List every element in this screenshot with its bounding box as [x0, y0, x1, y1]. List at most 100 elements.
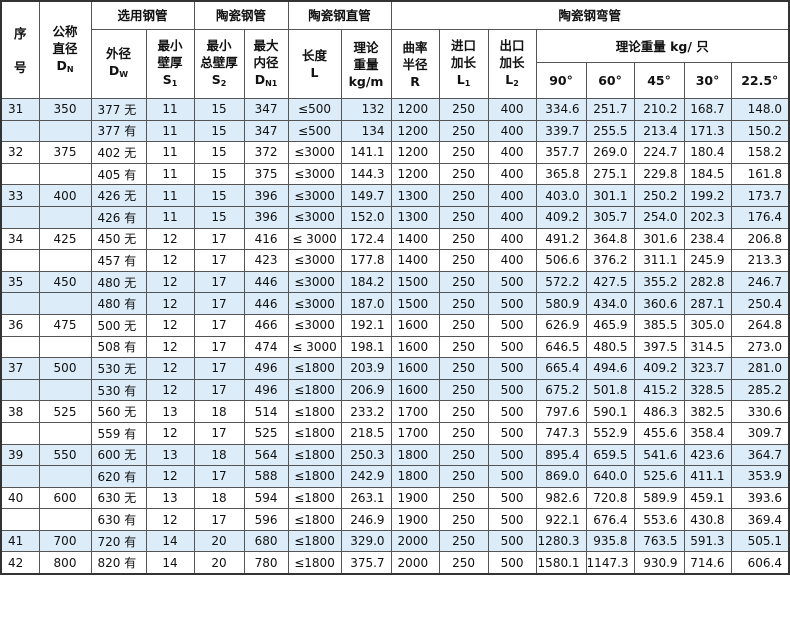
- cell-length: ≤3000: [287, 141, 342, 164]
- table-row: 620 有 12 17 588 ≤1800 242.9 1800 250 500 869.0 640…: [0, 465, 790, 488]
- cell-inlet-extension: 250: [438, 270, 489, 294]
- cell-weight-22-5: 309.7: [730, 421, 790, 445]
- cell-seq: [0, 508, 40, 531]
- cell-weight-per-m: 263.1: [340, 486, 392, 510]
- cell-outer-diameter: 559 有: [90, 421, 147, 445]
- cell-weight-30: 245.9: [683, 249, 732, 272]
- cell-radius: 1600: [390, 313, 440, 337]
- table-row: 377 有 11 15 347 ≤500 134 1200 250 400 339.7 255.5 2…: [0, 119, 790, 143]
- cell-min-total-wall: 17: [193, 227, 245, 251]
- cell-inlet-extension: 250: [438, 98, 489, 121]
- cell-min-wall: 12: [145, 249, 195, 272]
- header-angle-45: 45°: [633, 62, 685, 99]
- cell-weight-30: 430.8: [683, 508, 732, 531]
- cell-outer-diameter: 405 有: [90, 162, 147, 186]
- cell-nominal-diameter: 500: [38, 357, 92, 380]
- cell-outlet-extension: 500: [487, 292, 537, 315]
- cell-min-wall: 12: [145, 421, 195, 445]
- cell-nominal-diameter: [38, 249, 92, 272]
- cell-weight-22-5: 505.1: [730, 529, 790, 553]
- cell-weight-30: 199.2: [683, 184, 732, 207]
- cell-nominal-diameter: 450: [38, 270, 92, 294]
- cell-radius: 1200: [390, 141, 440, 164]
- cell-outer-diameter: 377 有: [90, 119, 147, 143]
- cell-seq: [0, 162, 40, 186]
- cell-inlet-extension: 250: [438, 313, 489, 337]
- cell-min-total-wall: 15: [193, 141, 245, 164]
- cell-weight-30: 171.3: [683, 119, 732, 143]
- cell-inlet-extension: 250: [438, 184, 489, 207]
- cell-inlet-extension: 250: [438, 400, 489, 423]
- cell-nominal-diameter: 350: [38, 98, 92, 121]
- cell-outlet-extension: 400: [487, 205, 537, 229]
- cell-length: ≤3000: [287, 292, 342, 315]
- cell-weight-per-m: 184.2: [340, 270, 392, 294]
- cell-weight-90: 747.3: [535, 421, 587, 445]
- cell-weight-22-5: 606.4: [730, 551, 790, 575]
- cell-outlet-extension: 500: [487, 486, 537, 510]
- cell-min-wall: 11: [145, 162, 195, 186]
- cell-weight-60: 640.0: [585, 465, 635, 488]
- table-row: 559 有 12 17 525 ≤1800 218.5 1700 250 500 747.3 552…: [0, 421, 790, 445]
- cell-radius: 1800: [390, 465, 440, 488]
- cell-min-wall: 12: [145, 292, 195, 315]
- cell-weight-45: 360.6: [633, 292, 685, 315]
- cell-inlet-extension: 250: [438, 443, 489, 467]
- header-angle-22-5: 22.5°: [730, 62, 790, 99]
- table-body: 31 350 377 无 11 15 347 ≤500 132 1200 250 400 334.6 2…: [0, 98, 790, 575]
- cell-nominal-diameter: 475: [38, 313, 92, 337]
- cell-weight-22-5: 369.4: [730, 508, 790, 531]
- cell-weight-30: 168.7: [683, 98, 732, 121]
- cell-weight-60: 305.7: [585, 205, 635, 229]
- cell-outer-diameter: 402 无: [90, 141, 147, 164]
- header-angle-30: 30°: [683, 62, 732, 99]
- cell-weight-30: 591.3: [683, 529, 732, 553]
- cell-weight-per-m: 206.9: [340, 378, 392, 402]
- cell-weight-90: 357.7: [535, 141, 587, 164]
- header-weight-each: 理论重量 kg/ 只: [535, 29, 790, 63]
- table-row: 37 500 530 无 12 17 496 ≤1800 203.9 1600 250 500 665…: [0, 357, 790, 380]
- cell-nominal-diameter: [38, 162, 92, 186]
- cell-min-total-wall: 17: [193, 508, 245, 531]
- cell-max-inner-diameter: 446: [243, 270, 289, 294]
- cell-weight-45: 409.2: [633, 357, 685, 380]
- cell-min-wall: 12: [145, 357, 195, 380]
- cell-min-total-wall: 17: [193, 270, 245, 294]
- cell-seq: [0, 378, 40, 402]
- cell-seq: 32: [0, 141, 40, 164]
- cell-min-total-wall: 17: [193, 249, 245, 272]
- cell-seq: 40: [0, 486, 40, 510]
- cell-weight-per-m: 144.3: [340, 162, 392, 186]
- cell-weight-22-5: 176.4: [730, 205, 790, 229]
- cell-weight-90: 580.9: [535, 292, 587, 315]
- cell-min-total-wall: 18: [193, 443, 245, 467]
- cell-radius: 1600: [390, 378, 440, 402]
- cell-weight-per-m: 192.1: [340, 313, 392, 337]
- table-row: 42 800 820 有 14 20 780 ≤1800 375.7 2000 250 500 158…: [0, 551, 790, 575]
- cell-outlet-extension: 500: [487, 508, 537, 531]
- cell-weight-per-m: 141.1: [340, 141, 392, 164]
- cell-outer-diameter: 480 有: [90, 292, 147, 315]
- cell-outlet-extension: 500: [487, 400, 537, 423]
- cell-outlet-extension: 500: [487, 357, 537, 380]
- cell-min-wall: 13: [145, 443, 195, 467]
- cell-length: ≤1800: [287, 465, 342, 488]
- cell-weight-per-m: 246.9: [340, 508, 392, 531]
- cell-inlet-extension: 250: [438, 378, 489, 402]
- cell-weight-per-m: 149.7: [340, 184, 392, 207]
- cell-outer-diameter: 630 无: [90, 486, 147, 510]
- cell-weight-per-m: 187.0: [340, 292, 392, 315]
- cell-min-wall: 11: [145, 141, 195, 164]
- cell-outer-diameter: 508 有: [90, 335, 147, 359]
- table-row: 33 400 426 无 11 15 396 ≤3000 149.7 1300 250 400 403…: [0, 184, 790, 207]
- cell-weight-90: 506.6: [535, 249, 587, 272]
- cell-radius: 1300: [390, 184, 440, 207]
- cell-outlet-extension: 400: [487, 119, 537, 143]
- cell-min-total-wall: 18: [193, 486, 245, 510]
- cell-max-inner-diameter: 780: [243, 551, 289, 575]
- cell-weight-45: 553.6: [633, 508, 685, 531]
- cell-nominal-diameter: 375: [38, 141, 92, 164]
- header-ceramic-pipe: 陶瓷钢管: [193, 0, 289, 30]
- cell-weight-60: 465.9: [585, 313, 635, 337]
- cell-weight-60: 501.8: [585, 378, 635, 402]
